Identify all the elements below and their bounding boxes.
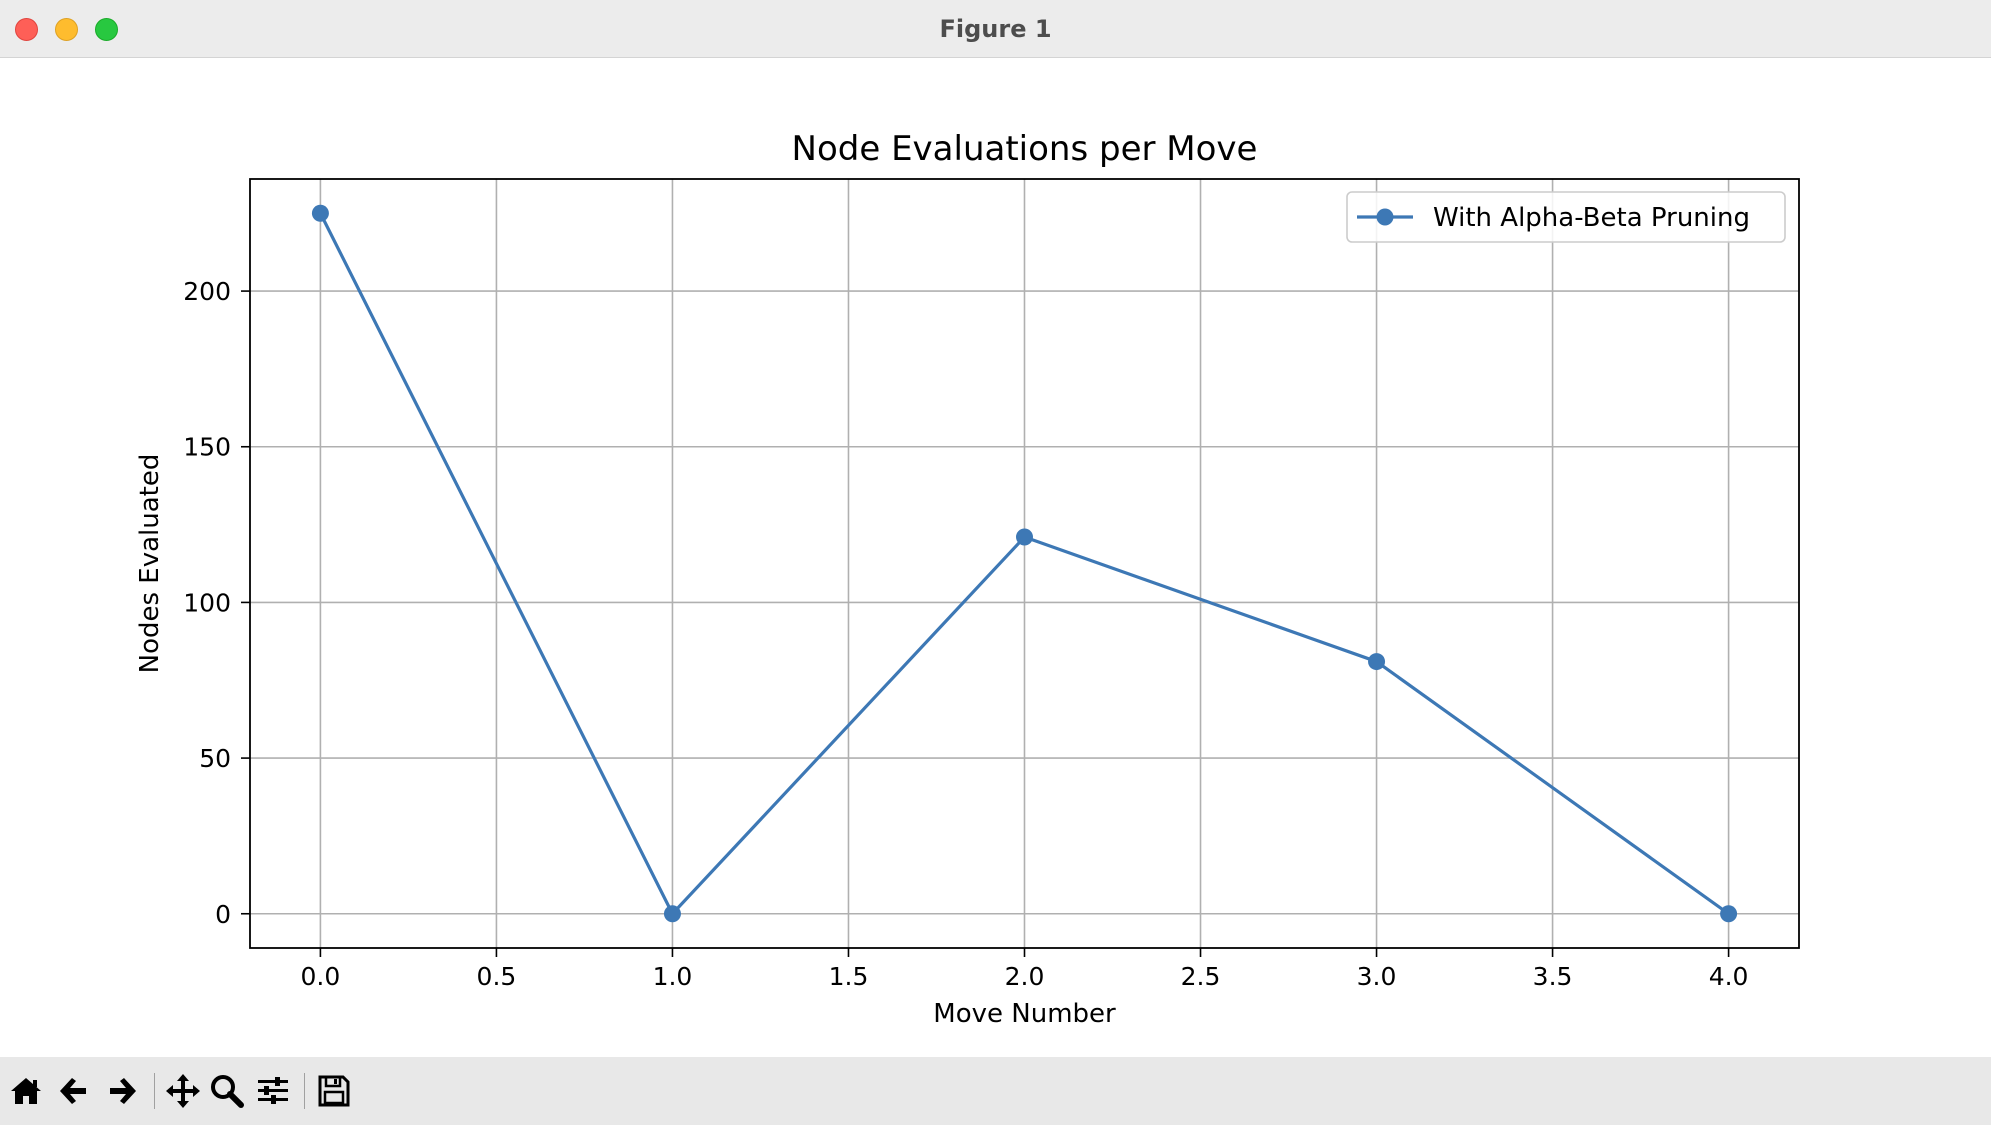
data-point bbox=[1016, 528, 1033, 546]
pan-button[interactable] bbox=[163, 1071, 203, 1111]
legend-label: With Alpha-Beta Pruning bbox=[1433, 203, 1750, 233]
title-bar: Figure 1 bbox=[0, 0, 1991, 58]
y-tick-label: 200 bbox=[183, 277, 231, 306]
x-tick-label: 0.5 bbox=[477, 962, 517, 991]
back-button[interactable] bbox=[54, 1071, 94, 1111]
y-tick-label: 100 bbox=[183, 588, 231, 617]
figure-canvas[interactable]: 0.0 0.5 1.0 1.5 2.0 2.5 3.0 3.5 4.0 0 50 100 150 200 … bbox=[0, 58, 1991, 1057]
x-tick-label: 4.0 bbox=[1709, 962, 1749, 991]
window-title: Figure 1 bbox=[939, 15, 1052, 43]
x-tick-label: 3.5 bbox=[1533, 962, 1573, 991]
toolbar-separator bbox=[154, 1073, 155, 1109]
chart-title: Node Evaluations per Move bbox=[792, 129, 1258, 169]
home-button[interactable] bbox=[6, 1071, 46, 1111]
navigation-toolbar bbox=[0, 1057, 1991, 1125]
minimize-window-button[interactable] bbox=[55, 18, 78, 41]
x-tick-label: 2.5 bbox=[1181, 962, 1221, 991]
axes bbox=[241, 178, 1800, 957]
zoom-button[interactable] bbox=[207, 1071, 247, 1111]
data-point bbox=[1720, 905, 1738, 923]
legend-box bbox=[1346, 191, 1786, 243]
series-markers bbox=[311, 204, 1738, 923]
y-axis-label: Nodes Evaluated bbox=[135, 454, 165, 674]
data-point bbox=[1368, 653, 1386, 671]
home-icon bbox=[11, 1078, 41, 1104]
x-tick-label: 3.0 bbox=[1357, 962, 1397, 991]
x-tick-label: 2.0 bbox=[1005, 962, 1045, 991]
save-button[interactable] bbox=[314, 1071, 354, 1111]
pan-icon bbox=[166, 1074, 200, 1108]
close-window-button[interactable] bbox=[15, 18, 38, 41]
line-chart: 0.0 0.5 1.0 1.5 2.0 2.5 3.0 3.5 4.0050100150200 … bbox=[135, 129, 1800, 1029]
save-icon bbox=[318, 1075, 350, 1107]
zoom-icon bbox=[211, 1075, 244, 1108]
toolbar-separator bbox=[304, 1073, 305, 1109]
maximize-window-button[interactable] bbox=[95, 18, 118, 41]
data-point bbox=[311, 204, 329, 222]
legend: With Alpha-Beta Pruning bbox=[1346, 191, 1786, 243]
legend-marker bbox=[1376, 208, 1394, 226]
grid-lines bbox=[250, 179, 1799, 948]
x-axis-label: Move Number bbox=[933, 999, 1116, 1029]
y-tick-label: 150 bbox=[183, 433, 231, 462]
x-tick-label: 0.0 bbox=[301, 962, 341, 991]
tick-labels: 0.0 0.5 1.0 1.5 2.0 2.5 3.0 3.5 4.0 0 50 100 150 200 bbox=[183, 277, 1748, 991]
y-tick-label: 50 bbox=[199, 744, 231, 773]
x-tick-label: 1.5 bbox=[829, 962, 869, 991]
plot-frame bbox=[249, 178, 1800, 949]
x-tick-label: 1.0 bbox=[653, 962, 693, 991]
axis-labels: Node Evaluations per Move Move Number Node… bbox=[135, 129, 1257, 1029]
back-arrow-icon bbox=[60, 1078, 86, 1104]
forward-arrow-icon bbox=[110, 1078, 136, 1104]
y-tick-label: 0 bbox=[215, 900, 231, 929]
data-point bbox=[663, 905, 681, 923]
configure-subplots-icon bbox=[258, 1077, 288, 1104]
configure-subplots-button[interactable] bbox=[253, 1071, 293, 1111]
forward-button[interactable] bbox=[102, 1071, 142, 1111]
